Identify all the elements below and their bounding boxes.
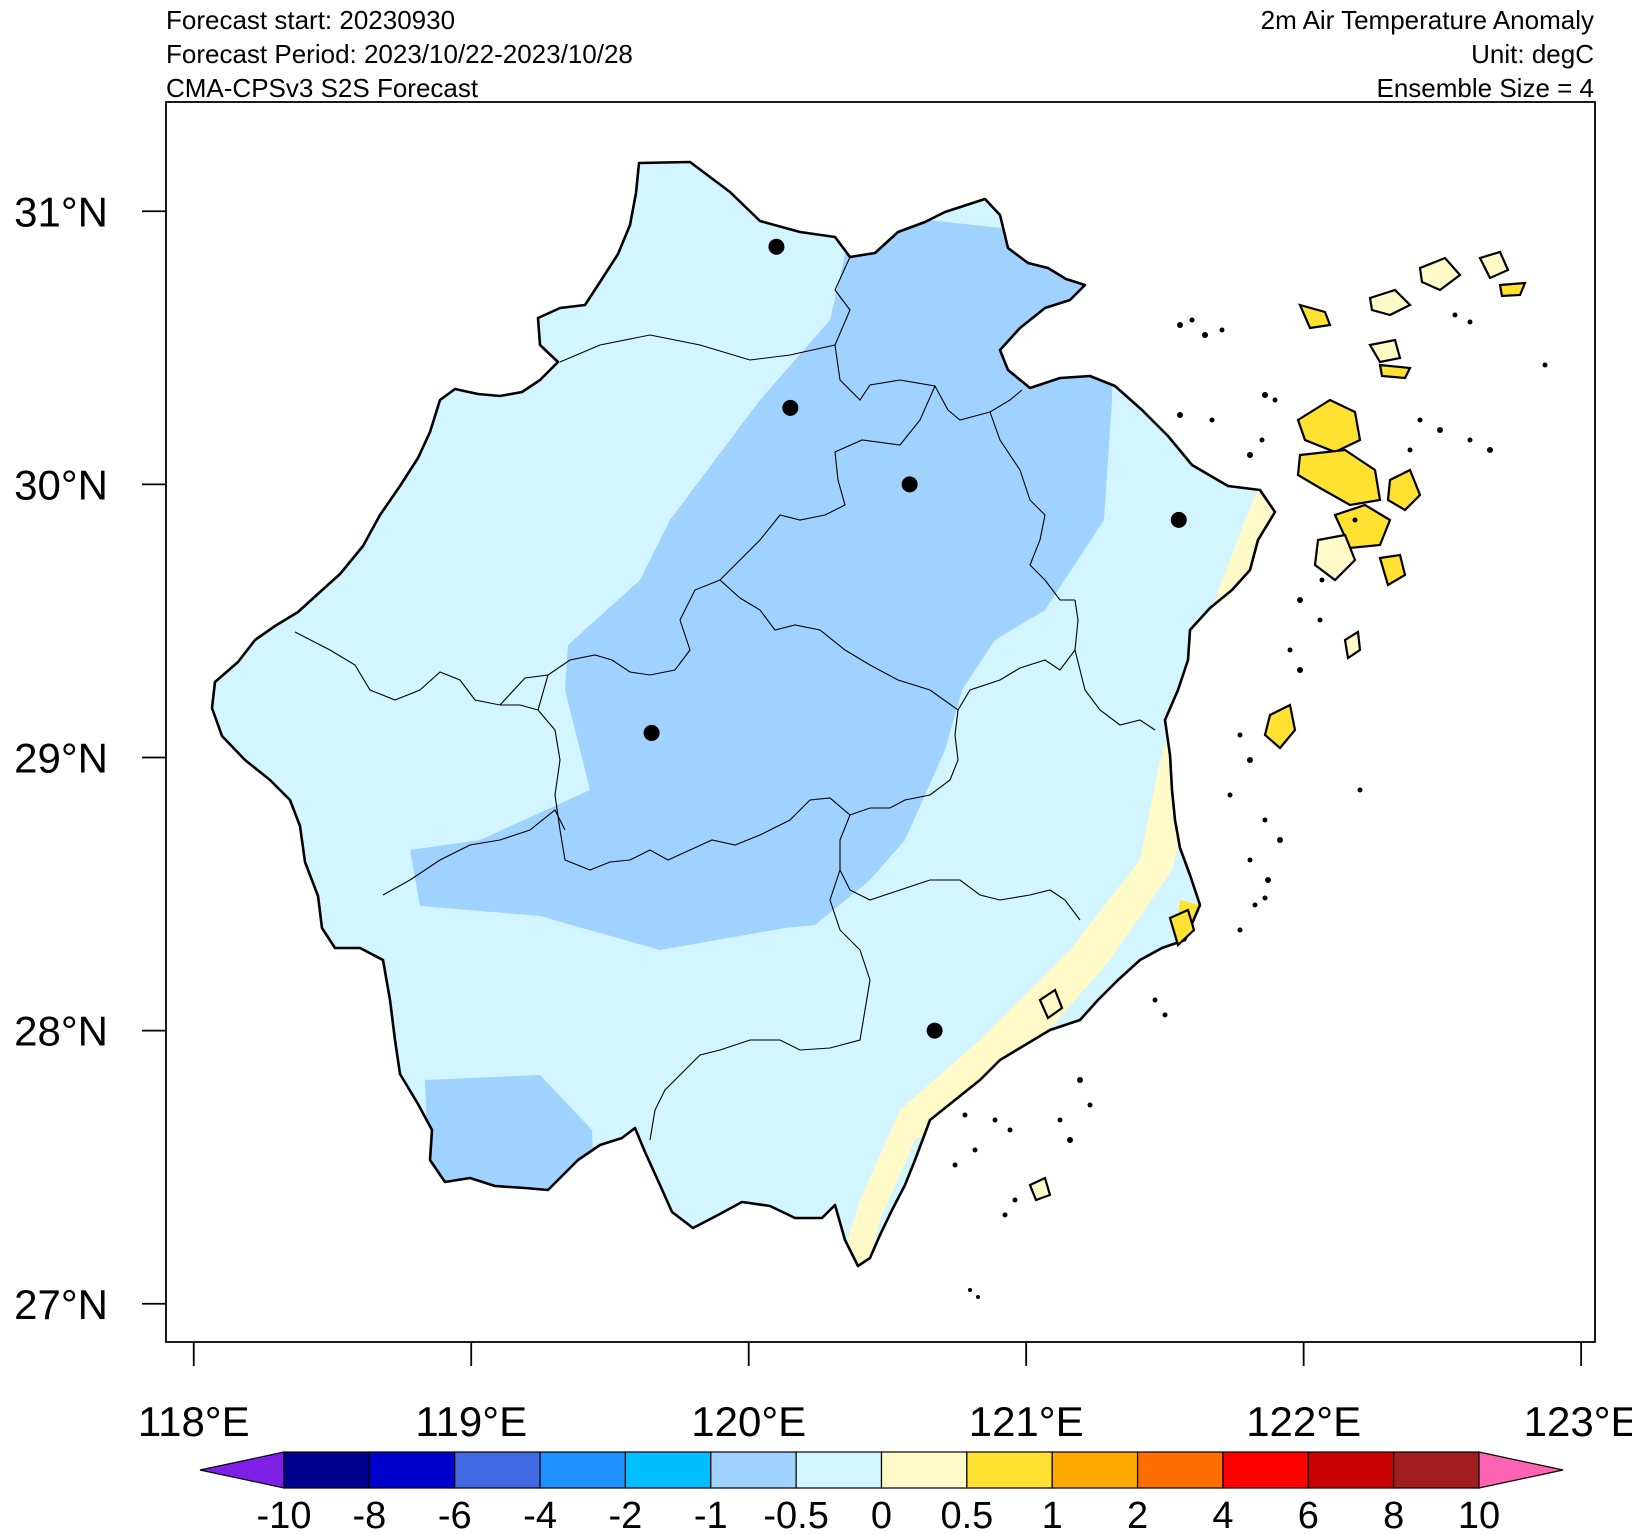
colorbar-box-3 xyxy=(539,1451,627,1489)
forecast-period-text: Forecast Period: 2023/10/22-2023/10/28 xyxy=(166,39,633,69)
colorbar-box-10 xyxy=(1136,1451,1224,1489)
island-taohua xyxy=(1378,553,1407,587)
colorbar-label-5: -1 xyxy=(694,1495,728,1535)
station-dot-4 xyxy=(643,724,660,741)
lat-tick-label-4: 31°N xyxy=(14,188,108,235)
islets xyxy=(952,312,1548,1299)
island-qushan xyxy=(1386,468,1422,512)
colorbar-label-9: 1 xyxy=(1042,1495,1063,1535)
colorbar-box-6 xyxy=(795,1451,883,1489)
lon-tick-label-5: 123°E xyxy=(1524,1398,1632,1445)
variable-title: 2m Air Temperature Anomaly xyxy=(1260,5,1594,35)
fill-neg-1-band-southwest xyxy=(425,1075,595,1210)
island-zhoushan-north xyxy=(1296,398,1362,454)
island-shengsi-4 xyxy=(1478,250,1510,280)
island-shipu xyxy=(1263,703,1297,750)
station-markers xyxy=(643,238,1187,1039)
colorbar-box-1 xyxy=(368,1451,456,1489)
colorbar-label-12: 6 xyxy=(1298,1495,1319,1535)
colorbar-label-11: 4 xyxy=(1212,1495,1233,1535)
lon-tick-labels: 118°E 119°E 120°E 121°E 122°E 123°E xyxy=(138,1398,1632,1445)
islands xyxy=(1028,250,1527,1202)
lat-tick-label-2: 29°N xyxy=(14,735,108,782)
colorbar-label-6: -0.5 xyxy=(763,1495,828,1535)
province-outline xyxy=(210,160,1277,1268)
colorbar-label-0: -10 xyxy=(257,1495,312,1535)
island-shengsi-3 xyxy=(1418,256,1462,292)
colorbar-label-3: -4 xyxy=(523,1495,557,1535)
colorbar-label-13: 8 xyxy=(1383,1495,1404,1535)
station-dot-2 xyxy=(901,476,918,493)
header-left: Forecast start: 20230930 Forecast Period… xyxy=(166,3,633,105)
colorbar-box-4 xyxy=(624,1451,712,1489)
colorbar-box-12 xyxy=(1307,1451,1395,1489)
ensemble-size-text: Ensemble Size = 4 xyxy=(1376,73,1594,103)
island-shengsi-2 xyxy=(1368,288,1412,317)
colorbar-box-9 xyxy=(1051,1451,1139,1489)
lon-tick-label-0: 118°E xyxy=(138,1398,250,1445)
lon-tick-label-3: 121°E xyxy=(969,1398,1084,1445)
station-dot-5 xyxy=(926,1022,943,1039)
model-name-text: CMA-CPSv3 S2S Forecast xyxy=(166,73,479,103)
island-shengsi-7 xyxy=(1378,363,1412,380)
lat-tick-label-1: 28°N xyxy=(14,1008,108,1055)
station-dot-0 xyxy=(768,238,785,255)
colorbar-label-1: -8 xyxy=(352,1495,386,1535)
lat-tick-label-3: 30°N xyxy=(14,461,108,508)
lat-tick-label-0: 27°N xyxy=(14,1281,108,1328)
colorbar-label-10: 2 xyxy=(1127,1495,1148,1535)
colorbar-box-7 xyxy=(880,1451,968,1489)
lon-tick-label-4: 122°E xyxy=(1246,1398,1361,1445)
fill-0-to-0-5-coast xyxy=(830,450,1275,1266)
colorbar-label-7: 0 xyxy=(871,1495,892,1535)
header-right: 2m Air Temperature Anomaly Unit: degC En… xyxy=(1261,3,1594,105)
colorbar-box-2 xyxy=(454,1451,541,1489)
colorbar-under-triangle xyxy=(199,1451,285,1489)
station-dot-1 xyxy=(782,399,799,416)
island-shengsi-1 xyxy=(1298,303,1332,330)
colorbar-box-5 xyxy=(710,1451,797,1489)
lat-tick-labels: 27°N 28°N 29°N 30°N 31°N xyxy=(14,188,108,1328)
colorbar-box-8 xyxy=(966,1451,1053,1489)
island-yuhuan xyxy=(1038,988,1064,1020)
unit-text: Unit: degC xyxy=(1471,39,1594,69)
island-shengsi-5 xyxy=(1498,281,1527,298)
forecast-start-text: Forecast start: 20230930 xyxy=(166,5,456,35)
station-dot-3 xyxy=(1170,511,1187,528)
colorbar-label-14: 10 xyxy=(1458,1495,1500,1535)
lon-tick-label-1: 119°E xyxy=(415,1398,527,1445)
island-nanji xyxy=(1028,1176,1052,1202)
island-dachen xyxy=(1168,908,1196,948)
colorbar-label-4: -2 xyxy=(609,1495,643,1535)
island-jiushan xyxy=(1343,630,1362,660)
colorbar-box-13 xyxy=(1393,1451,1480,1489)
island-shengsi-6 xyxy=(1368,338,1402,364)
lon-tick-label-2: 120°E xyxy=(691,1398,806,1445)
axis-ticks xyxy=(142,210,1583,1366)
colorbar xyxy=(199,1451,1564,1489)
colorbar-label-8: 0.5 xyxy=(940,1495,993,1535)
colorbar-labels: -10 -8 -6 -4 -2 -1 -0.5 0 0.5 1 2 4 6 8 10 xyxy=(257,1495,1501,1535)
colorbar-over-triangle xyxy=(1478,1451,1564,1489)
colorbar-label-2: -6 xyxy=(438,1495,472,1535)
fill-neg-1-band-north xyxy=(410,212,1112,950)
island-zhoushan-main xyxy=(1296,448,1382,507)
colorbar-box-11 xyxy=(1222,1451,1309,1489)
island-liuheng xyxy=(1313,533,1357,582)
city-boundaries xyxy=(294,256,1156,1141)
colorbar-box-0 xyxy=(283,1451,370,1489)
